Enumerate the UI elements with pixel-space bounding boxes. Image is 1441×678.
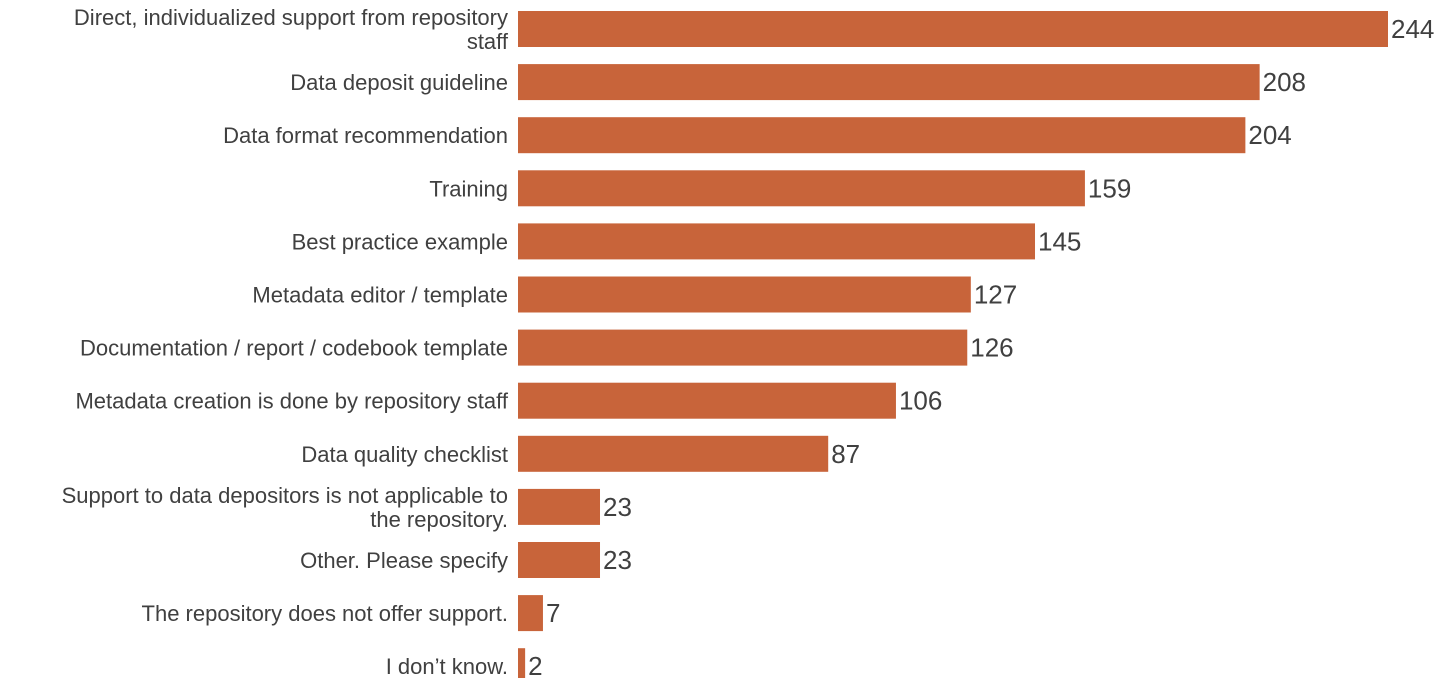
data-label: 127 (974, 280, 1017, 310)
category-label: Data format recommendation (223, 123, 508, 148)
bar (518, 648, 526, 678)
data-label: 244 (1391, 14, 1434, 44)
category-label-line: staff (467, 29, 509, 54)
data-label: 208 (1263, 67, 1306, 97)
category-label: I don’t know. (386, 654, 508, 678)
category-label: Documentation / report / codebook templa… (80, 336, 508, 361)
category-label-line: Training (429, 176, 508, 201)
data-label: 2 (528, 651, 542, 678)
bar (518, 488, 601, 525)
bar (518, 223, 1036, 260)
category-label-line: Best practice example (292, 229, 508, 254)
data-label: 126 (970, 333, 1013, 363)
category-label-line: Direct, individualized support from repo… (74, 5, 508, 30)
bar (518, 382, 896, 419)
category-label: Metadata creation is done by repository … (75, 389, 508, 414)
category-label-line: Other. Please specify (300, 548, 508, 573)
category-label: Other. Please specify (300, 548, 508, 573)
bar (518, 64, 1260, 101)
category-label: The repository does not offer support. (142, 601, 508, 626)
category-label-line: the repository. (370, 507, 508, 532)
data-label: 23 (603, 545, 632, 575)
category-label: Direct, individualized support from repo… (74, 5, 509, 54)
category-label-line: Data quality checklist (301, 442, 508, 467)
category-label: Data quality checklist (301, 442, 508, 467)
category-label: Support to data depositors is not applic… (62, 483, 508, 532)
bar (518, 117, 1246, 154)
bar (518, 276, 971, 313)
bar (518, 170, 1085, 207)
bar (518, 542, 601, 578)
data-label: 159 (1088, 173, 1131, 203)
category-label-line: The repository does not offer support. (142, 601, 508, 626)
category-label: Data deposit guideline (290, 70, 508, 95)
category-label-line: Support to data depositors is not applic… (62, 483, 508, 508)
category-label-line: Data deposit guideline (290, 70, 508, 95)
data-label: 106 (899, 386, 942, 416)
bar (518, 435, 829, 472)
category-label: Training (429, 176, 508, 201)
data-label: 87 (831, 439, 860, 469)
data-label: 23 (603, 492, 632, 522)
bar (518, 595, 543, 632)
category-label-line: I don’t know. (386, 654, 508, 678)
category-label-line: Data format recommendation (223, 123, 508, 148)
data-label: 7 (546, 598, 560, 628)
data-label: 145 (1038, 226, 1081, 256)
category-label: Metadata editor / template (252, 283, 508, 308)
bar (518, 11, 1388, 47)
category-label: Best practice example (292, 229, 508, 254)
bar (518, 329, 968, 366)
category-label-line: Metadata creation is done by repository … (75, 389, 508, 414)
data-label: 204 (1248, 120, 1291, 150)
category-label-line: Documentation / report / codebook templa… (80, 336, 508, 361)
category-label-line: Metadata editor / template (252, 283, 508, 308)
